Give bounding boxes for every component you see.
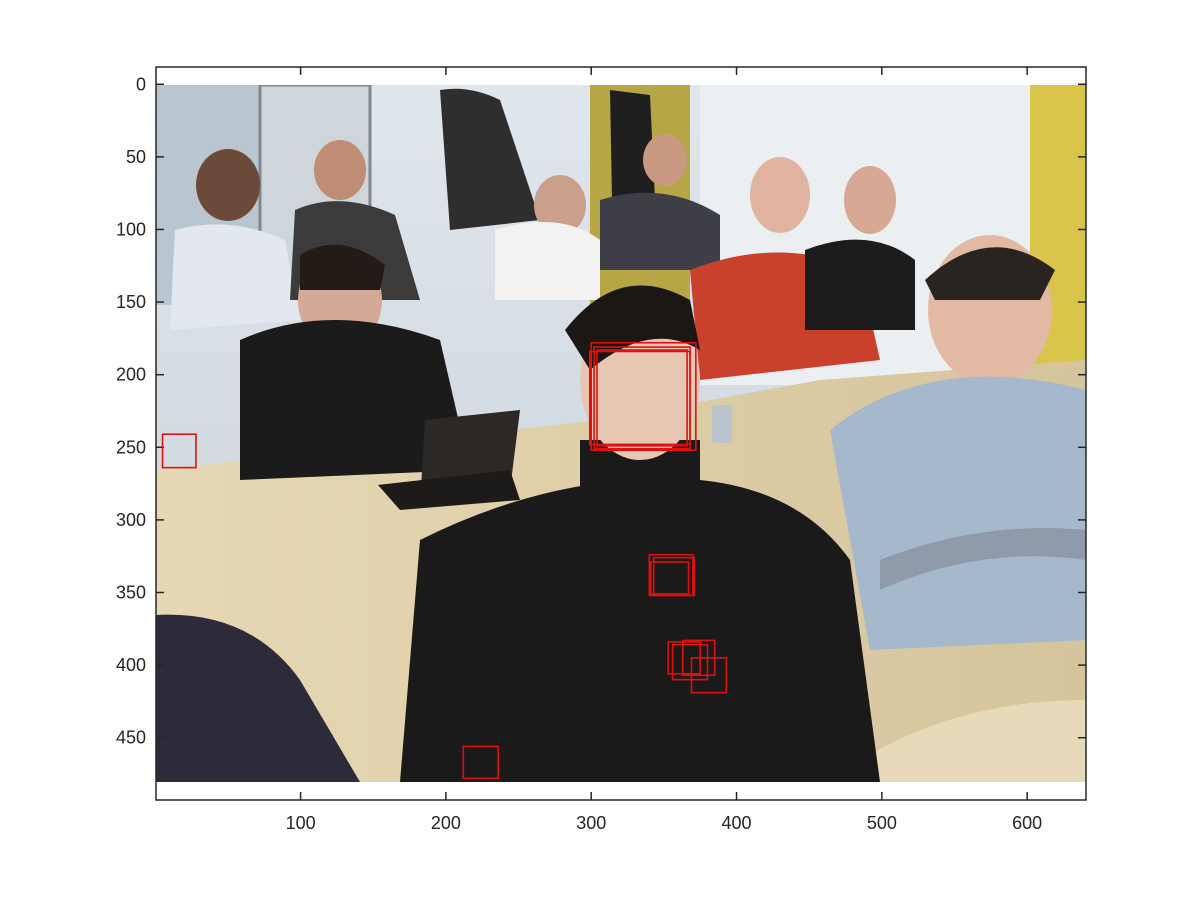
y-tick-label: 0 bbox=[136, 74, 146, 94]
classroom-photo bbox=[156, 85, 1086, 782]
face-box-4 bbox=[588, 350, 691, 446]
y-tick-label: 50 bbox=[126, 147, 146, 167]
left-edge-box bbox=[161, 433, 197, 469]
shirt-box-2 bbox=[671, 643, 709, 681]
y-tick-label: 250 bbox=[116, 437, 146, 457]
detection-boxes bbox=[161, 341, 728, 780]
y-axis: 0 50 100 150 200 250 300 350 400 450 bbox=[116, 74, 1086, 748]
shirt-box-4 bbox=[690, 657, 728, 694]
chest-box-3 bbox=[649, 561, 690, 595]
x-tick-label: 200 bbox=[431, 813, 461, 833]
face-box-3 bbox=[596, 349, 688, 447]
x-axis: 100 200 300 400 500 600 bbox=[286, 67, 1042, 833]
plot-frame bbox=[155, 66, 1087, 801]
y-tick-label: 450 bbox=[116, 728, 146, 748]
bottom-box bbox=[462, 745, 500, 780]
chest-box-2 bbox=[652, 556, 696, 597]
y-tick-label: 350 bbox=[116, 583, 146, 603]
x-tick-label: 600 bbox=[1012, 813, 1042, 833]
x-tick-label: 300 bbox=[576, 813, 606, 833]
y-tick-label: 100 bbox=[116, 219, 146, 239]
y-tick-label: 150 bbox=[116, 292, 146, 312]
x-tick-label: 400 bbox=[722, 813, 752, 833]
face-box-1 bbox=[590, 341, 697, 451]
y-tick-label: 200 bbox=[116, 365, 146, 385]
x-tick-label: 500 bbox=[867, 813, 897, 833]
y-tick-label: 400 bbox=[116, 655, 146, 675]
x-tick-label: 100 bbox=[286, 813, 316, 833]
y-tick-label: 300 bbox=[116, 510, 146, 530]
